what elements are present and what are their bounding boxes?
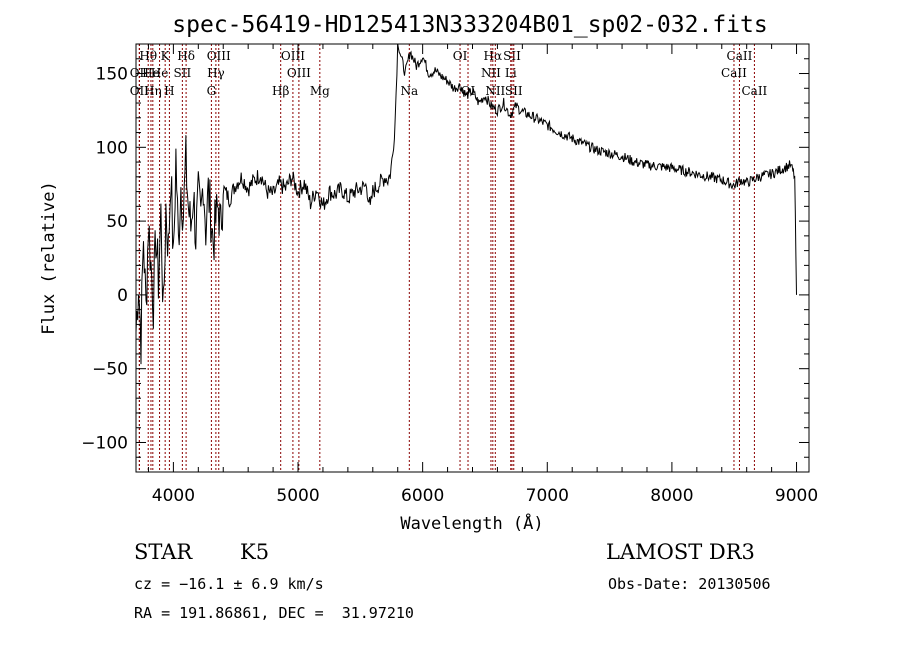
x-tick-label: 6000	[401, 486, 444, 506]
x-tick-label: 5000	[276, 486, 319, 506]
y-tick-label: 150	[96, 65, 128, 85]
x-tick-label: 8000	[650, 486, 693, 506]
x-tick-label: 7000	[526, 486, 569, 506]
spectral-line-label: Hα	[484, 49, 503, 63]
spectral-line-label: SII	[503, 49, 521, 63]
survey-name: LAMOST DR3	[606, 540, 755, 564]
spectral-line-label: Hδ	[177, 49, 195, 63]
spectral-line-label: NII	[481, 66, 501, 80]
y-tick-label: 100	[96, 138, 128, 158]
object-class: STAR	[134, 540, 193, 564]
redshift-readout: cz = −16.1 ± 6.9 km/s	[134, 575, 324, 593]
y-axis-label: Flux (relative)	[39, 181, 59, 335]
chart-title: spec-56419-HD125413N333204B01_sp02-032.f…	[172, 12, 767, 38]
spectral-line-label: OIII	[281, 49, 305, 63]
x-tick-label: 9000	[775, 486, 818, 506]
y-tick-label: 50	[106, 212, 128, 232]
object-subclass: K5	[240, 540, 270, 564]
spectral-line-label: SII	[505, 84, 523, 98]
spectral-line-label: H	[164, 84, 174, 98]
obs-date: Obs-Date: 20130506	[608, 575, 771, 593]
x-axis-label: Wavelength (Å)	[400, 512, 543, 534]
spectral-line-label: CaII	[727, 49, 753, 63]
spectral-line-label: Li	[505, 66, 517, 80]
spectral-line-label: SII	[174, 66, 192, 80]
spectral-line-label: OIII	[207, 49, 231, 63]
series-layer	[135, 43, 797, 365]
plot-frame	[135, 43, 810, 473]
y-tick-label: 0	[117, 286, 128, 306]
spectral-line-label: Na	[400, 84, 418, 98]
spectral-line-label: Hγ	[207, 66, 225, 80]
spectral-line-label: Hβ	[272, 84, 289, 98]
ticks-layer: 4000 5000 6000 7000 8000 9000 −100 −50 0 50 100 150	[81, 43, 818, 506]
spectrum-series-line	[135, 43, 797, 365]
y-tick-label: −100	[81, 433, 128, 453]
spectral-line-label: Mg	[310, 84, 330, 98]
spectral-line-label: NII	[485, 84, 505, 98]
spectral-line-label: Hη	[144, 84, 162, 98]
spectral-line-label: He	[151, 66, 169, 80]
spectral-line-label: OIII	[287, 66, 311, 80]
spectral-line-label: He	[142, 66, 160, 80]
spectral-line-label: OII	[130, 84, 150, 98]
spectral-line-label: K	[161, 49, 171, 63]
spectral-line-label: Hθ	[139, 49, 157, 63]
spectral-line-label: G	[207, 84, 217, 98]
y-tick-label: −50	[92, 360, 128, 380]
x-tick-label: 4000	[152, 486, 195, 506]
coordinates: RA = 191.86861, DEC = 31.97210	[134, 604, 414, 622]
spectral-line-label: OI	[453, 49, 468, 63]
spectral-line-label: CaII	[741, 84, 767, 98]
spectral-line-label: CaII	[721, 66, 747, 80]
